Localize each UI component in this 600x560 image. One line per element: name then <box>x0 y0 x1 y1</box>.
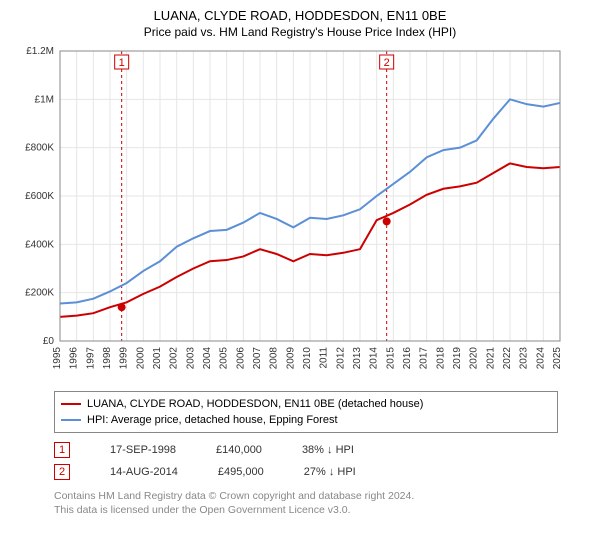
svg-text:2022: 2022 <box>502 347 513 370</box>
legend-swatch <box>61 403 81 405</box>
svg-text:2019: 2019 <box>452 347 463 370</box>
svg-text:2002: 2002 <box>169 347 180 370</box>
svg-text:£1.2M: £1.2M <box>26 46 54 57</box>
svg-text:1997: 1997 <box>85 347 96 370</box>
svg-text:2001: 2001 <box>152 347 163 370</box>
svg-text:2004: 2004 <box>202 347 213 370</box>
svg-text:2015: 2015 <box>385 347 396 370</box>
footnote-row: 1 17-SEP-1998 £140,000 38% ↓ HPI <box>54 439 590 461</box>
svg-text:2005: 2005 <box>219 347 230 370</box>
svg-text:2018: 2018 <box>435 347 446 370</box>
svg-text:2021: 2021 <box>485 347 496 370</box>
attribution: Contains HM Land Registry data © Crown c… <box>54 489 590 517</box>
svg-text:2016: 2016 <box>402 347 413 370</box>
svg-text:2025: 2025 <box>552 347 563 370</box>
svg-text:2013: 2013 <box>352 347 363 370</box>
svg-text:1998: 1998 <box>102 347 113 370</box>
svg-text:2000: 2000 <box>135 347 146 370</box>
svg-text:£0: £0 <box>43 336 55 347</box>
svg-text:1996: 1996 <box>69 347 80 370</box>
line-chart: 1995 1996 1997 1998 1999 2000 2001 2002 2003 2004… <box>10 45 570 385</box>
attribution-line: This data is licensed under the Open Gov… <box>54 503 590 517</box>
legend-item: LUANA, CLYDE ROAD, HODDESDON, EN11 0BE (… <box>61 396 551 412</box>
footnote-date: 17-SEP-1998 <box>110 439 176 461</box>
legend-item: HPI: Average price, detached house, Eppi… <box>61 412 551 428</box>
svg-text:£1M: £1M <box>35 94 54 105</box>
svg-text:2010: 2010 <box>302 347 313 370</box>
footnote-diff: 38% ↓ HPI <box>302 439 354 461</box>
svg-text:2014: 2014 <box>369 347 380 370</box>
svg-text:2009: 2009 <box>285 347 296 370</box>
legend: LUANA, CLYDE ROAD, HODDESDON, EN11 0BE (… <box>54 391 558 433</box>
footnote-row: 2 14-AUG-2014 £495,000 27% ↓ HPI <box>54 461 590 483</box>
svg-text:£800K: £800K <box>25 143 54 154</box>
svg-text:2023: 2023 <box>519 347 530 370</box>
svg-text:£200K: £200K <box>25 288 54 299</box>
svg-text:2003: 2003 <box>185 347 196 370</box>
footnote-marker: 2 <box>54 464 70 480</box>
footnote-price: £140,000 <box>216 439 262 461</box>
svg-text:2020: 2020 <box>469 347 480 370</box>
footnotes: 1 17-SEP-1998 £140,000 38% ↓ HPI 2 14-AU… <box>54 439 590 483</box>
svg-text:2017: 2017 <box>419 347 430 370</box>
svg-text:2012: 2012 <box>335 347 346 370</box>
page-title: LUANA, CLYDE ROAD, HODDESDON, EN11 0BE <box>10 8 590 23</box>
svg-text:1995: 1995 <box>52 347 63 370</box>
svg-text:2011: 2011 <box>319 347 330 369</box>
footnote-diff: 27% ↓ HPI <box>304 461 356 483</box>
svg-text:1: 1 <box>119 57 125 69</box>
attribution-line: Contains HM Land Registry data © Crown c… <box>54 489 590 503</box>
svg-text:£400K: £400K <box>25 239 54 250</box>
legend-swatch <box>61 419 81 421</box>
footnote-marker: 1 <box>54 442 70 458</box>
svg-text:2007: 2007 <box>252 347 263 370</box>
svg-text:2006: 2006 <box>235 347 246 370</box>
legend-label: LUANA, CLYDE ROAD, HODDESDON, EN11 0BE (… <box>87 396 423 412</box>
legend-label: HPI: Average price, detached house, Eppi… <box>87 412 338 428</box>
svg-text:1999: 1999 <box>119 347 130 370</box>
footnote-price: £495,000 <box>218 461 264 483</box>
chart-area: 1995 1996 1997 1998 1999 2000 2001 2002 2003 2004… <box>10 45 590 385</box>
svg-text:2008: 2008 <box>269 347 280 370</box>
svg-text:£600K: £600K <box>25 191 54 202</box>
svg-text:2: 2 <box>384 57 390 69</box>
page-subtitle: Price paid vs. HM Land Registry's House … <box>10 25 590 39</box>
svg-text:2024: 2024 <box>535 347 546 370</box>
footnote-date: 14-AUG-2014 <box>110 461 178 483</box>
